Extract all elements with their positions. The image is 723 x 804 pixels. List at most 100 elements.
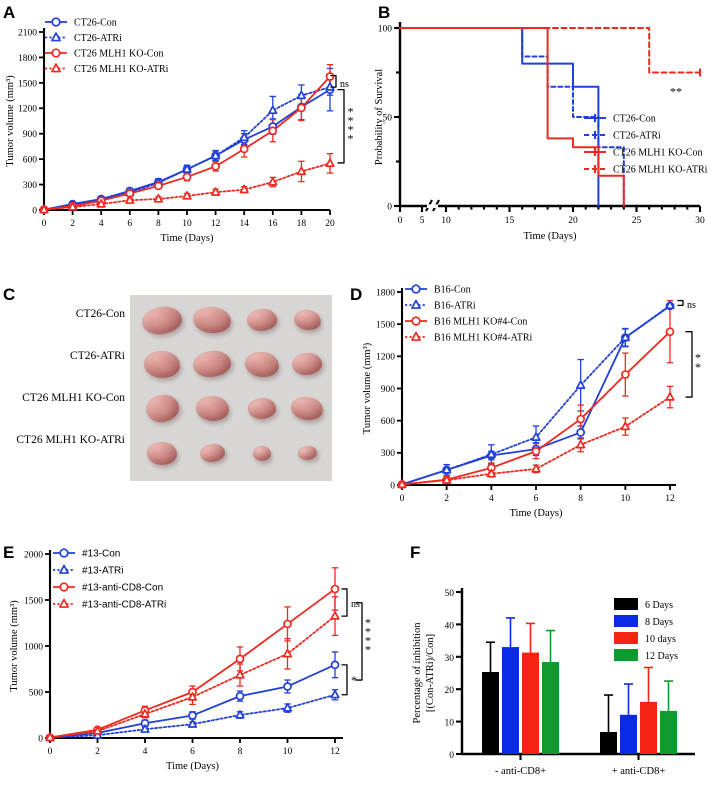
x-tick-label: 12 (211, 219, 221, 229)
legend-marker (59, 564, 69, 574)
data-point-marker (576, 428, 586, 437)
significance-bracket-4star (355, 602, 363, 681)
x-tick-label: 4 (489, 494, 494, 504)
y-tick-label: 20 (445, 686, 455, 696)
y-tick-label: 30 (445, 654, 455, 664)
y-tick-label: 0 (387, 202, 392, 212)
y-tick-label: 0 (38, 734, 43, 744)
data-point-marker (45, 732, 55, 742)
panel-f-chart: 0 10 20 30 40 50 Percentage of inhibition [(Con… (412, 588, 695, 777)
y-tick-label: 1800 (376, 288, 395, 298)
data-point-marker (531, 463, 541, 473)
data-point-marker (620, 421, 630, 431)
x-tick-label: 15 (505, 216, 515, 226)
legend-label: B16-ATRi (434, 301, 476, 312)
legend-swatch (614, 615, 638, 627)
legend-label: #13-Con (82, 549, 120, 560)
x-tick-label: 30 (695, 216, 705, 226)
x-tick-label: 8 (156, 219, 161, 229)
tumor-specimen (247, 397, 277, 419)
y-tick-label: 1500 (376, 321, 395, 331)
data-point-marker (442, 465, 452, 474)
panel-d-label: D (350, 285, 363, 304)
y-tick-label: 300 (23, 181, 38, 191)
data-point-marker (397, 479, 407, 489)
significance-bracket-2star (685, 331, 693, 398)
data-point-marker (531, 446, 541, 456)
y-tick-label: 600 (381, 417, 396, 427)
legend-label: 12 Days (645, 651, 678, 662)
tumor-specimen (291, 351, 323, 377)
data-point-marker (235, 669, 245, 679)
data-point-marker (620, 370, 630, 379)
y-axis-label-line1: Percentage of inhibition (412, 622, 423, 724)
x-tick-label: 4 (143, 747, 148, 757)
data-point-marker (283, 619, 292, 629)
y-tick-label: 0 (390, 481, 395, 491)
x-tick-label: 2 (70, 219, 75, 229)
bar (542, 661, 559, 754)
data-point-marker (235, 654, 245, 664)
legend-label: B16 MLH1 KO#4-Con (434, 317, 527, 328)
data-point-marker (67, 202, 78, 211)
x-axis-label: Time (Days) (510, 508, 563, 519)
data-point-marker (330, 584, 340, 594)
tumor-specimen (291, 307, 323, 333)
y-tick-label: 40 (445, 621, 455, 631)
x-axis-label: Time (Days) (161, 233, 214, 244)
legend-marker (51, 32, 61, 42)
y-tick-label: 300 (381, 449, 396, 459)
y-tick-label: 50 (445, 589, 455, 599)
data-point-marker (325, 158, 335, 168)
significance-star: * (348, 123, 354, 137)
legend-marker (51, 17, 61, 27)
significance-bracket-1star (341, 664, 348, 696)
data-point-marker (296, 90, 307, 100)
tumor-specimen (194, 394, 230, 422)
data-point-marker (665, 327, 675, 337)
data-point-marker (187, 692, 198, 701)
x-tick-label: 0 (42, 219, 47, 229)
y-tick-label: 10 (445, 719, 455, 729)
legend-marker (411, 316, 421, 326)
data-point-marker (486, 449, 496, 459)
panel-c: C CT26-Con CT26-ATRi CT26 MLH1 KO-Con CT… (0, 258, 350, 526)
data-point-marker (187, 719, 198, 728)
significance-bracket-ns (330, 75, 337, 88)
legend-swatch (614, 598, 638, 610)
panel-b-chart: 0 50 100 0 5 10 15 20 25 30 Time (Days) Probability… (374, 22, 708, 242)
tumor-specimen (143, 349, 181, 379)
panel-a-label: A (3, 3, 16, 22)
series-line (401, 330, 671, 486)
legend-label: #13-anti-CD8-ATRi (82, 600, 166, 611)
survival-step-line (399, 27, 600, 207)
data-point-marker (268, 177, 278, 186)
x-axis-label: Time (Days) (166, 761, 219, 772)
panel-c-row-label-2: CT26 MLH1 KO-Con (22, 392, 125, 404)
data-point-marker (282, 703, 293, 712)
x-tick-label: 10 (182, 219, 192, 229)
legend-label: 6 Days (645, 600, 673, 611)
tumor-specimen (246, 308, 278, 332)
x-tick-label: 0 (400, 494, 405, 504)
x-tick-label: 4 (99, 219, 104, 229)
x-tick-label: 14 (239, 219, 249, 229)
series-line (43, 75, 331, 211)
data-point-marker (182, 164, 192, 173)
legend-label: 10 days (645, 634, 676, 645)
legend-label: CT26-Con (613, 114, 656, 125)
panel-c-row-label-1: CT26-ATRi (70, 350, 125, 362)
x-tick-label: 0 (398, 216, 403, 226)
data-point-marker (330, 660, 340, 670)
data-point-marker (282, 648, 293, 658)
bar (640, 701, 657, 754)
tumor-specimen (243, 349, 281, 379)
y-tick-label: 1000 (24, 642, 43, 652)
bar (522, 652, 539, 754)
data-point-marker (576, 414, 586, 424)
x-tick-label: 6 (127, 219, 132, 229)
tumor-specimen (296, 445, 318, 461)
data-point-marker (140, 709, 150, 718)
data-point-marker (442, 475, 452, 484)
y-tick-label: 100 (378, 24, 393, 34)
